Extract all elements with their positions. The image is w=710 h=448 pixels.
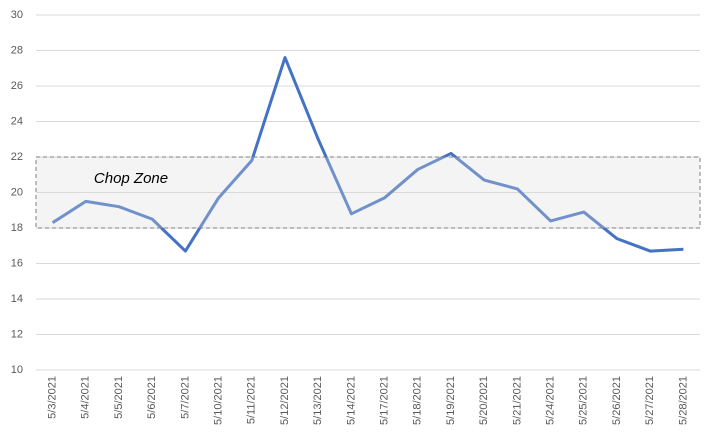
y-tick-label: 30: [11, 9, 23, 21]
x-tick-label: 5/5/2021: [113, 376, 125, 419]
x-tick-label: 5/25/2021: [578, 376, 590, 425]
band: [35, 156, 701, 229]
x-tick-label: 5/3/2021: [47, 376, 59, 419]
x-tick-label: 5/21/2021: [511, 376, 523, 425]
x-tick-label: 5/4/2021: [80, 376, 92, 419]
x-tick-label: 5/10/2021: [213, 376, 225, 425]
x-tick-label: 5/6/2021: [146, 376, 158, 419]
y-tick-label: 24: [11, 115, 23, 127]
x-tick-label: 5/24/2021: [545, 376, 557, 425]
y-tick-label: 20: [11, 186, 23, 198]
y-tick-label: 14: [11, 293, 23, 305]
x-tick-label: 5/7/2021: [179, 376, 191, 419]
x-tick-label: 5/28/2021: [677, 376, 689, 425]
data-line: [51, 56, 684, 253]
x-tick-label: 5/12/2021: [279, 376, 291, 425]
x-tick-label: 5/20/2021: [478, 376, 490, 425]
x-tick-label: 5/18/2021: [412, 376, 424, 425]
y-tick-label: 12: [11, 328, 23, 340]
y-tick-label: 28: [11, 44, 23, 56]
x-tick-label: 5/27/2021: [644, 376, 656, 425]
band-label: Chop Zone: [94, 170, 168, 187]
y-tick-label: 16: [11, 257, 23, 269]
x-tick-label: 5/11/2021: [246, 376, 258, 424]
x-tick-label: 5/19/2021: [445, 376, 457, 425]
x-tick-label: 5/17/2021: [379, 376, 391, 425]
y-tick-label: 18: [11, 222, 23, 234]
y-tick-label: 10: [11, 364, 23, 376]
x-tick-label: 5/26/2021: [611, 376, 623, 425]
x-tick-label: 5/13/2021: [312, 376, 324, 425]
x-tick-label: 5/14/2021: [345, 376, 357, 425]
y-tick-label: 22: [11, 151, 23, 163]
y-tick-label: 26: [11, 80, 23, 92]
